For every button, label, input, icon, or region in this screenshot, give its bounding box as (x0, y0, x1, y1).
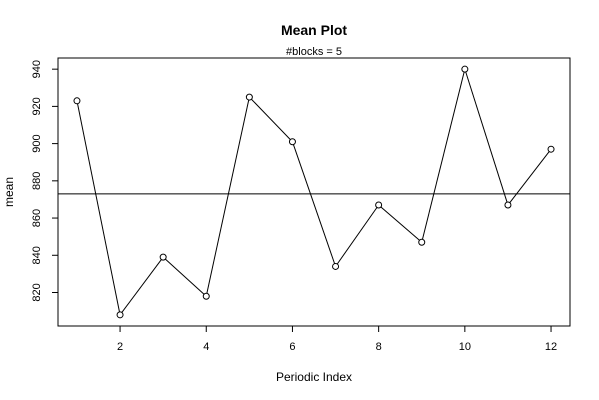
series-segment (292, 144, 336, 264)
x-tick-label: 2 (117, 341, 123, 353)
data-point (332, 262, 340, 270)
y-tick-label: 900 (31, 134, 43, 152)
data-point (504, 201, 512, 209)
data-point (116, 311, 124, 319)
y-tick-label: 860 (31, 209, 43, 227)
data-point (461, 65, 469, 73)
y-tick-label: 940 (31, 60, 43, 78)
data-point (418, 238, 426, 246)
series-segment (380, 206, 420, 241)
y-axis-label: mean (2, 177, 16, 207)
x-tick-label: 4 (203, 341, 209, 353)
x-tick-label: 8 (376, 341, 382, 353)
series-segment (421, 71, 465, 240)
series-segment (165, 258, 205, 295)
data-point (288, 138, 296, 146)
series-segment (251, 98, 291, 140)
x-tick-label: 6 (289, 341, 295, 353)
series-segment (336, 207, 378, 265)
x-axis-label: Periodic Index (276, 370, 352, 384)
data-point (73, 97, 81, 105)
y-tick-label: 880 (31, 172, 43, 190)
data-point (245, 93, 253, 101)
series-segment (465, 71, 508, 203)
data-point (202, 292, 210, 300)
data-point (375, 201, 383, 209)
series-segment (77, 103, 120, 312)
plot-area: 2 4 6 8 10 12 820 840 860 880 900 920 940 (31, 60, 570, 353)
chart-title: Mean Plot (281, 22, 347, 38)
y-tick-label: 840 (31, 246, 43, 264)
series-segment (206, 99, 250, 294)
series-segment (121, 259, 162, 313)
y-tick-label: 920 (31, 97, 43, 115)
plot-frame (57, 57, 571, 327)
x-tick-label: 12 (545, 341, 557, 353)
x-tick-label: 10 (459, 341, 471, 353)
chart-subtitle: #blocks = 5 (286, 46, 342, 58)
data-point (547, 145, 555, 153)
data-point (159, 253, 167, 261)
y-tick-label: 820 (31, 283, 43, 301)
series-segment (509, 151, 550, 203)
